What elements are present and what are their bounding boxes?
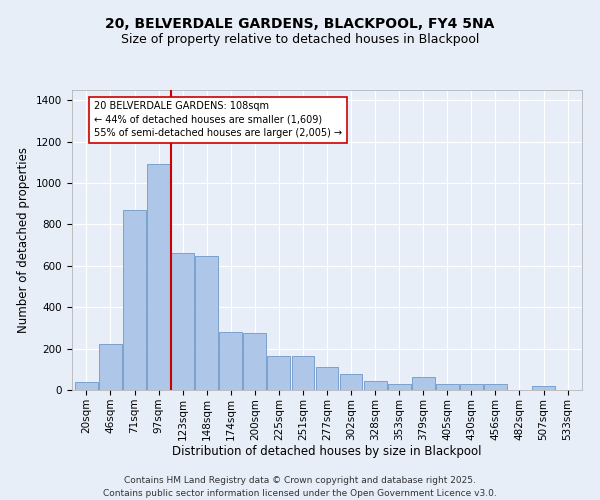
Bar (484, 384, 507, 390)
Bar (292, 356, 314, 390)
Bar (460, 384, 483, 390)
Bar (388, 384, 410, 390)
Text: 20 BELVERDALE GARDENS: 108sqm
← 44% of detached houses are smaller (1,609)
55% o: 20 BELVERDALE GARDENS: 108sqm ← 44% of d… (94, 102, 342, 138)
Bar (412, 376, 434, 390)
Bar (268, 356, 290, 390)
Bar (436, 384, 459, 390)
Bar (123, 210, 146, 390)
Y-axis label: Number of detached properties: Number of detached properties (17, 147, 31, 333)
Bar (340, 374, 362, 390)
Bar (99, 344, 122, 390)
Text: Size of property relative to detached houses in Blackpool: Size of property relative to detached ho… (121, 32, 479, 46)
Bar (171, 254, 194, 390)
Bar (316, 367, 338, 390)
Text: 20, BELVERDALE GARDENS, BLACKPOOL, FY4 5NA: 20, BELVERDALE GARDENS, BLACKPOOL, FY4 5… (106, 18, 494, 32)
Bar (195, 256, 218, 390)
X-axis label: Distribution of detached houses by size in Blackpool: Distribution of detached houses by size … (172, 446, 482, 458)
Text: Contains HM Land Registry data © Crown copyright and database right 2025.
Contai: Contains HM Land Registry data © Crown c… (103, 476, 497, 498)
Bar (364, 380, 386, 390)
Bar (244, 333, 266, 390)
Bar (147, 164, 170, 390)
Bar (220, 332, 242, 390)
Bar (532, 386, 555, 390)
Bar (75, 382, 98, 390)
